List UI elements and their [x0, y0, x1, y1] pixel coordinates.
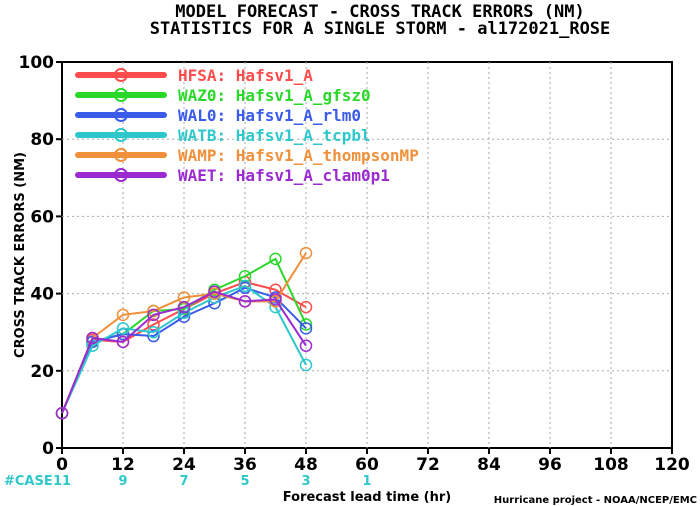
data-point	[299, 300, 313, 314]
legend-entry: WAL0: Hafsv1_A_rlm0	[75, 106, 361, 125]
case-count: 9	[118, 474, 127, 489]
legend-entry: WAET: Hafsv1_A_clam0p1	[75, 166, 390, 185]
data-point	[299, 322, 313, 335]
data-point	[269, 252, 282, 266]
case-count: 7	[179, 474, 188, 489]
data-point	[299, 318, 313, 331]
series-group	[55, 246, 313, 420]
legend-entry: WAZ0: Hafsv1_A_gfsz0	[75, 86, 371, 105]
legend-marker	[114, 68, 128, 82]
legend-marker	[114, 108, 128, 122]
legend-label: WAMP: Hafsv1_A_thompsonMP	[178, 146, 419, 165]
data-point	[116, 335, 130, 349]
data-point	[299, 246, 313, 260]
data-point	[299, 339, 313, 352]
y-tick-label: 20	[30, 362, 54, 382]
x-tick-label: 72	[416, 455, 440, 475]
series-line	[61, 252, 307, 414]
series-line	[61, 290, 307, 414]
x-tick-label: 108	[593, 455, 629, 475]
y-tick-label: 40	[30, 285, 54, 305]
legend-entry: HFSA: Hafsv1_A	[75, 66, 313, 85]
case-count: 5	[240, 474, 249, 489]
data-point	[177, 300, 191, 314]
legend-entry: WATB: Hafsv1_A_tcpbl	[75, 126, 371, 145]
legend-label: WATB: Hafsv1_A_tcpbl	[178, 126, 371, 145]
legend-label: HFSA: Hafsv1_A	[178, 66, 313, 85]
gridlines	[62, 62, 672, 448]
plot-frame	[61, 61, 673, 449]
legend-label: WAL0: Hafsv1_A_rlm0	[178, 106, 361, 125]
x-tick-label: 24	[172, 455, 196, 475]
credit-text: Hurricane project - NOAA/NCEP/EMC	[494, 495, 697, 506]
data-point	[269, 293, 282, 306]
data-point	[299, 358, 313, 372]
x-axis-title: Forecast lead time (hr)	[283, 490, 451, 505]
case-count: 11	[53, 474, 71, 489]
case-count: 1	[362, 474, 371, 489]
x-tick-label: 96	[538, 455, 562, 475]
chart-title: MODEL FORECAST - CROSS TRACK ERRORS (NM)	[175, 2, 584, 22]
legend-label: WAZ0: Hafsv1_A_gfsz0	[178, 86, 371, 105]
data-point	[147, 325, 160, 339]
case-counts: #CASE 11 9 7 5 3 1	[4, 474, 372, 489]
data-point	[147, 308, 160, 322]
series-line	[61, 284, 307, 414]
data-point	[208, 285, 221, 298]
data-point	[238, 279, 252, 293]
data-point	[116, 308, 130, 322]
y-axis-title: CROSS TRACK ERRORS (NM)	[13, 152, 28, 358]
legend-label: WAET: Hafsv1_A_clam0p1	[178, 166, 390, 185]
case-label: #CASE	[4, 474, 53, 489]
data-point	[55, 407, 69, 420]
data-point	[116, 322, 130, 335]
legend-marker	[114, 128, 128, 142]
x-tick-label: 36	[233, 455, 257, 475]
series-5	[55, 285, 313, 420]
y-tick-label: 100	[19, 53, 55, 73]
data-point	[238, 295, 252, 308]
y-tick-label: 80	[30, 130, 54, 150]
chart-subtitle: STATISTICS FOR A SINGLE STORM - al172021…	[150, 19, 611, 39]
data-point	[177, 291, 191, 304]
legend-marker	[114, 148, 128, 162]
x-tick-label: 0	[56, 455, 68, 475]
legend-marker	[114, 168, 128, 182]
case-count: 3	[301, 474, 310, 489]
x-tick-label: 120	[654, 455, 690, 475]
data-point	[86, 331, 99, 345]
y-tick-label: 60	[30, 207, 54, 227]
x-tick-label: 84	[477, 455, 501, 475]
legend-marker	[114, 88, 128, 102]
data-point	[147, 329, 160, 343]
x-tick-label: 48	[294, 455, 318, 475]
y-tick-label: 0	[42, 439, 54, 459]
x-tick-label: 12	[111, 455, 135, 475]
legend-entry: WAMP: Hafsv1_A_thompsonMP	[75, 146, 419, 165]
axis-ticks: 0 20 40 60 80 100 0 12 24 36 48 60 72 84 96 108 120	[19, 53, 690, 475]
data-point	[147, 304, 160, 318]
x-tick-label: 60	[355, 455, 379, 475]
